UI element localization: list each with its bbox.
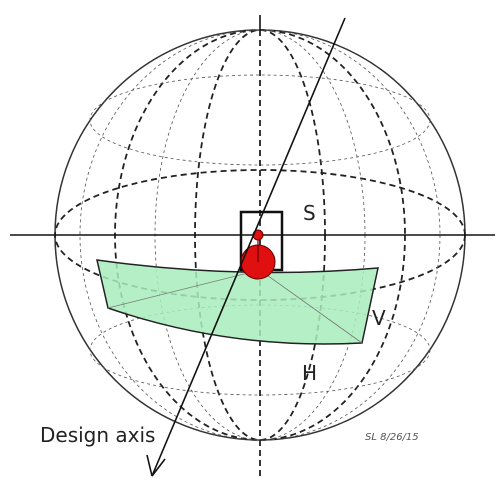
label-s: S — [303, 201, 316, 225]
arrowhead — [146, 454, 166, 477]
design-axis-label: Design axis — [40, 423, 155, 447]
latitude — [89, 304, 431, 396]
label-h: H — [302, 361, 317, 385]
design-axis-line — [151, 17, 346, 477]
latitude — [89, 74, 431, 166]
signature: SL 8/26/15 — [365, 432, 419, 443]
sphere — [10, 15, 495, 480]
label-v: V — [372, 306, 386, 330]
